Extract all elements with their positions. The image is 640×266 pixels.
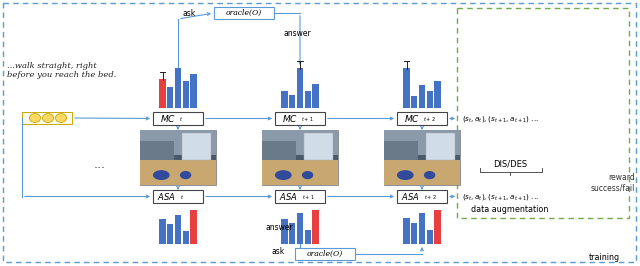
Text: training: training (589, 253, 620, 263)
Bar (305, 91, 311, 108)
Text: oracle(O): oracle(O) (307, 250, 343, 258)
Bar (435, 210, 440, 244)
Text: ask: ask (272, 247, 285, 256)
FancyBboxPatch shape (22, 112, 72, 124)
Ellipse shape (275, 170, 292, 180)
Bar (403, 68, 410, 108)
Bar (411, 223, 417, 244)
FancyBboxPatch shape (397, 190, 447, 203)
Bar (312, 210, 319, 244)
Bar (427, 230, 433, 244)
Bar (175, 68, 181, 108)
Ellipse shape (424, 171, 435, 179)
FancyBboxPatch shape (397, 112, 447, 125)
Text: $ASA$: $ASA$ (401, 191, 420, 202)
Ellipse shape (302, 171, 314, 179)
Text: $MC$: $MC$ (282, 113, 298, 124)
Bar (297, 213, 303, 244)
Text: answer: answer (266, 222, 294, 231)
Bar (159, 79, 166, 108)
Bar (262, 130, 338, 155)
Ellipse shape (397, 170, 413, 180)
Bar (297, 68, 303, 108)
Ellipse shape (153, 170, 170, 180)
Bar (140, 130, 216, 155)
Bar (305, 230, 311, 244)
Bar (159, 219, 166, 244)
Bar (384, 141, 418, 160)
Bar (140, 160, 216, 185)
Bar (262, 160, 338, 185)
Text: oracle(O): oracle(O) (226, 9, 262, 17)
Bar (140, 130, 216, 185)
Bar (427, 92, 433, 108)
Bar (190, 74, 196, 108)
Bar (411, 96, 417, 108)
Text: $MC$: $MC$ (404, 113, 420, 124)
Text: $_{t+2}$: $_{t+2}$ (423, 116, 436, 124)
FancyBboxPatch shape (214, 7, 274, 19)
Bar (384, 130, 460, 155)
Bar (167, 87, 173, 108)
Bar (190, 210, 196, 244)
Bar (289, 95, 296, 108)
Bar (419, 213, 425, 244)
Text: $ASA$: $ASA$ (279, 191, 298, 202)
Bar (175, 215, 181, 244)
Text: ...: ... (94, 159, 106, 172)
Text: $_{t+1}$: $_{t+1}$ (301, 116, 314, 124)
FancyBboxPatch shape (275, 190, 325, 203)
Text: $MC$: $MC$ (160, 113, 176, 124)
FancyBboxPatch shape (153, 190, 203, 203)
Bar (426, 133, 454, 160)
Bar (262, 130, 338, 185)
Bar (289, 223, 296, 244)
Bar (419, 85, 425, 108)
Text: data augmentation: data augmentation (471, 206, 548, 214)
Text: $ASA$: $ASA$ (157, 191, 176, 202)
Bar (182, 231, 189, 244)
Bar (384, 130, 460, 185)
Text: ...walk straight, right
before you reach the bed.: ...walk straight, right before you reach… (7, 62, 116, 79)
Text: answer: answer (283, 30, 311, 39)
Text: $(s_t, a_t),(s_{t+1}, a_{t+1})$ ...: $(s_t, a_t),(s_{t+1}, a_{t+1})$ ... (462, 192, 539, 202)
Text: $_{t+2}$: $_{t+2}$ (424, 194, 436, 202)
Ellipse shape (29, 114, 40, 123)
Text: $_{t}$: $_{t}$ (179, 116, 183, 124)
Bar (140, 141, 174, 160)
FancyBboxPatch shape (153, 112, 203, 125)
Text: ask: ask (183, 9, 196, 18)
Bar (282, 91, 288, 108)
Text: $_{t+1}$: $_{t+1}$ (302, 194, 315, 202)
Bar (262, 141, 296, 160)
Ellipse shape (56, 114, 67, 123)
Bar (282, 219, 288, 244)
Ellipse shape (42, 114, 54, 123)
Text: DIS/DES: DIS/DES (493, 160, 527, 168)
Text: reward
success/fail: reward success/fail (591, 173, 635, 193)
FancyBboxPatch shape (295, 248, 355, 260)
Bar (182, 81, 189, 108)
Bar (435, 81, 440, 108)
Bar (182, 133, 211, 160)
Bar (167, 224, 173, 244)
Text: $(s_t, a_t),(s_{t+1}, a_{t+1})$ ...: $(s_t, a_t),(s_{t+1}, a_{t+1})$ ... (462, 114, 539, 123)
Ellipse shape (180, 171, 191, 179)
Bar (403, 218, 410, 244)
Bar (304, 133, 333, 160)
FancyBboxPatch shape (275, 112, 325, 125)
Bar (312, 84, 319, 108)
Text: $_{t}$: $_{t}$ (180, 194, 184, 202)
Bar (384, 160, 460, 185)
